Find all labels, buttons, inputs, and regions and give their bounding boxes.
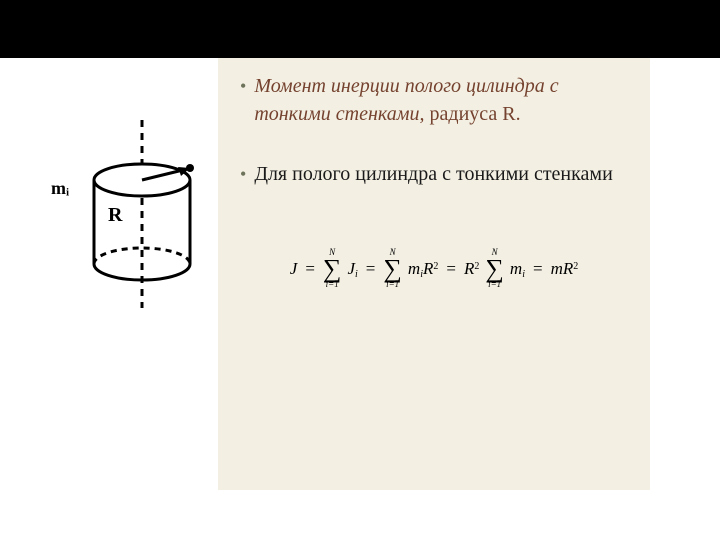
bullet-dot: • bbox=[240, 72, 246, 100]
term-mR2: mR2 bbox=[551, 259, 579, 279]
heading-text: Момент инерции полого цилиндра с тонкими… bbox=[254, 72, 628, 128]
term-mi: mi bbox=[510, 259, 525, 279]
content-panel: • Момент инерции полого цилиндра с тонки… bbox=[218, 58, 650, 490]
formula-J: J bbox=[290, 259, 298, 279]
heading-rest: радиуса R. bbox=[430, 103, 521, 125]
formula-area: J = N ∑ i=1 Ji = N ∑ i=1 miR2 = R2 bbox=[240, 248, 628, 290]
cylinder-svg bbox=[50, 120, 218, 320]
formula-eq1: = bbox=[303, 259, 317, 279]
top-band bbox=[0, 0, 720, 58]
sum-3: N ∑ i=1 bbox=[485, 248, 504, 290]
formula-eq3: = bbox=[444, 259, 458, 279]
figure-label-R: R bbox=[108, 204, 122, 227]
formula-eq2: = bbox=[364, 259, 378, 279]
bullet-heading: • Момент инерции полого цилиндра с тонки… bbox=[240, 72, 628, 128]
cylinder-figure: mᵢ R bbox=[50, 120, 218, 320]
sum-1: N ∑ i=1 bbox=[323, 248, 342, 290]
body-text: Для полого цилиндра с тонкими стенками bbox=[254, 160, 612, 188]
formula: J = N ∑ i=1 Ji = N ∑ i=1 miR2 = R2 bbox=[290, 248, 578, 290]
term-R2-pre: R2 bbox=[464, 259, 479, 279]
term-miR2: miR2 bbox=[408, 259, 438, 279]
term-Ji: Ji bbox=[347, 259, 357, 279]
bullet-body: • Для полого цилиндра с тонкими стенками bbox=[240, 160, 628, 188]
formula-eq4: = bbox=[531, 259, 545, 279]
sum-2: N ∑ i=1 bbox=[383, 248, 402, 290]
figure-label-m: mᵢ bbox=[51, 178, 69, 199]
bullet-dot: • bbox=[240, 160, 246, 188]
